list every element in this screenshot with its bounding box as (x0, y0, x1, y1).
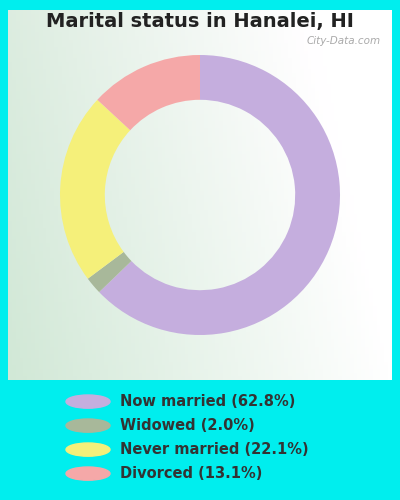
Text: Widowed (2.0%): Widowed (2.0%) (120, 418, 255, 433)
Wedge shape (99, 55, 340, 335)
Circle shape (66, 443, 110, 456)
Wedge shape (97, 55, 200, 130)
Text: Never married (22.1%): Never married (22.1%) (120, 442, 309, 457)
Text: Divorced (13.1%): Divorced (13.1%) (120, 466, 262, 481)
Circle shape (66, 419, 110, 432)
Text: Now married (62.8%): Now married (62.8%) (120, 394, 295, 409)
Circle shape (66, 467, 110, 480)
Text: City-Data.com: City-Data.com (306, 36, 380, 46)
Text: Marital status in Hanalei, HI: Marital status in Hanalei, HI (46, 12, 354, 32)
Wedge shape (88, 252, 132, 292)
Wedge shape (60, 100, 130, 278)
Circle shape (66, 395, 110, 408)
